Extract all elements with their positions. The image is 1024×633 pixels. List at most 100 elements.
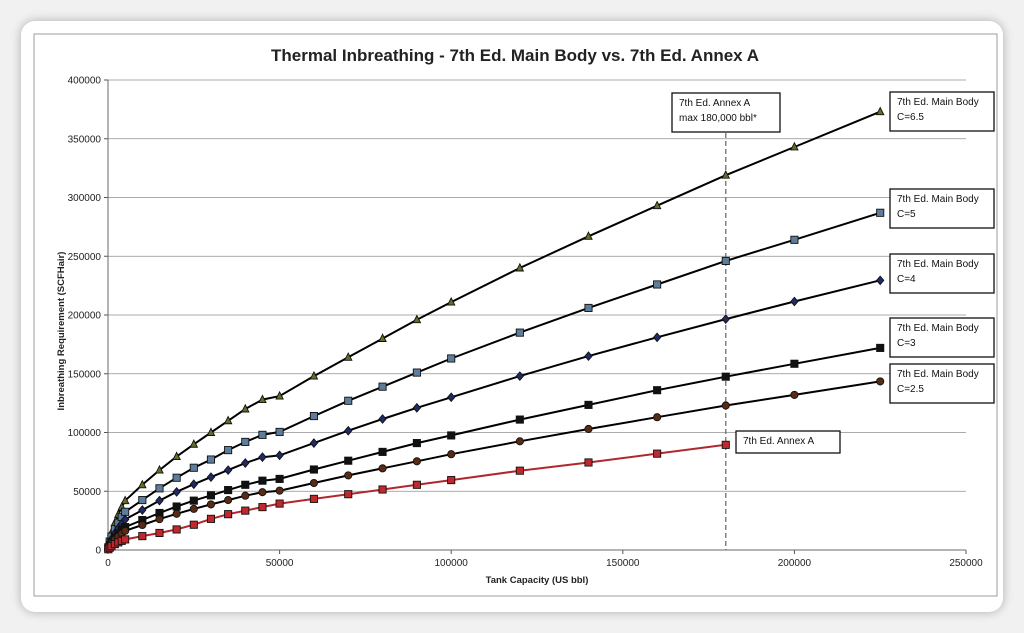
data-point-7th-ed-main-body-c-6-5 bbox=[584, 231, 593, 240]
line-chart: Thermal Inbreathing - 7th Ed. Main Body … bbox=[33, 33, 998, 597]
data-point-7th-ed-main-body-c-5 bbox=[309, 412, 318, 421]
data-point-7th-ed-main-body-c-3 bbox=[447, 431, 456, 440]
data-point-7th-ed-main-body-c-4 bbox=[344, 425, 353, 436]
data-point-7th-ed-main-body-c-6-5 bbox=[206, 427, 216, 436]
data-point-7th-ed-main-body-c-6-5 bbox=[275, 390, 284, 400]
data-point-7th-ed-main-body-c-3 bbox=[584, 400, 593, 409]
data-point-7th-ed-main-body-c-4 bbox=[515, 371, 525, 381]
y-tick-label: 100000 bbox=[68, 428, 102, 439]
x-tick-label: 100000 bbox=[435, 558, 469, 569]
data-point-7th-ed-main-body-c-6-5 bbox=[240, 403, 250, 413]
data-point-7th-ed-main-body-c-2-5 bbox=[378, 464, 387, 473]
data-point-7th-ed-main-body-c-2-5 bbox=[189, 504, 198, 513]
data-point-7th-ed-main-body-c-2-5 bbox=[155, 515, 164, 524]
data-point-7th-ed-main-body-c-4 bbox=[258, 452, 267, 463]
data-point-7th-ed-main-body-c-6-5 bbox=[412, 314, 422, 324]
data-point-7th-ed-main-body-c-4 bbox=[652, 332, 662, 343]
data-point-7th-ed-main-body-c-2-5 bbox=[309, 478, 318, 488]
data-point-7th-ed-main-body-c-4 bbox=[447, 392, 456, 403]
y-tick-label: 350000 bbox=[68, 134, 102, 145]
data-point-7th-ed-annex-a bbox=[258, 503, 267, 512]
data-point-7th-ed-main-body-c-4 bbox=[138, 505, 147, 515]
data-point-7th-ed-main-body-c-2-5 bbox=[224, 496, 233, 505]
data-point-7th-ed-annex-a bbox=[224, 510, 233, 519]
data-point-7th-ed-main-body-c-2-5 bbox=[515, 437, 524, 446]
series-7th-ed-main-body-c-5 bbox=[104, 208, 885, 552]
data-point-7th-ed-main-body-c-5 bbox=[790, 235, 799, 244]
data-point-7th-ed-main-body-c-5 bbox=[447, 354, 456, 363]
data-point-7th-ed-main-body-c-2-5 bbox=[876, 377, 885, 386]
data-point-7th-ed-main-body-c-2-5 bbox=[447, 450, 456, 459]
chart-title: Thermal Inbreathing - 7th Ed. Main Body … bbox=[271, 46, 759, 65]
data-point-7th-ed-annex-a bbox=[584, 458, 593, 467]
data-point-7th-ed-main-body-c-6-5 bbox=[258, 394, 267, 404]
data-point-7th-ed-main-body-c-3 bbox=[378, 447, 387, 456]
series-7th-ed-annex-a bbox=[104, 440, 730, 554]
data-point-7th-ed-main-body-c-3 bbox=[275, 474, 284, 483]
data-point-7th-ed-main-body-c-5 bbox=[121, 507, 130, 516]
data-point-7th-ed-main-body-c-2-5 bbox=[138, 520, 147, 530]
data-point-7th-ed-annex-a bbox=[241, 506, 250, 515]
data-point-7th-ed-main-body-c-3 bbox=[258, 476, 267, 485]
data-point-7th-ed-annex-a bbox=[189, 520, 198, 529]
data-point-7th-ed-main-body-c-4 bbox=[721, 314, 730, 325]
x-tick-label: 250000 bbox=[949, 558, 983, 569]
callout-7th-ed-main-body-c-5-line-2: C=5 bbox=[897, 209, 916, 220]
data-point-7th-ed-main-body-c-3 bbox=[721, 372, 730, 381]
data-point-7th-ed-main-body-c-6-5 bbox=[378, 333, 387, 342]
data-point-7th-ed-annex-a bbox=[206, 514, 216, 523]
data-point-7th-ed-main-body-c-5 bbox=[206, 455, 216, 464]
callout-7th-ed-main-body-c-6-5-box bbox=[889, 91, 995, 132]
callout-7th-ed-main-body-c-4-line-1: 7th Ed. Main Body bbox=[897, 259, 979, 270]
callout-7th-ed-main-body-c-4-box bbox=[889, 253, 995, 294]
data-point-7th-ed-main-body-c-6-5 bbox=[875, 106, 885, 116]
data-point-7th-ed-main-body-c-5 bbox=[241, 437, 250, 446]
data-point-7th-ed-main-body-c-4 bbox=[172, 486, 181, 497]
callout-7th-ed-annex-a-line-1: 7th Ed. Annex A bbox=[743, 436, 814, 447]
callout-7th-ed-main-body-c-2-5: 7th Ed. Main Body C=2.5 bbox=[889, 363, 995, 404]
data-point-7th-ed-main-body-c-4 bbox=[155, 495, 164, 506]
callout-7th-ed-main-body-c-2-5-box bbox=[889, 363, 995, 404]
data-point-7th-ed-main-body-c-2-5 bbox=[241, 491, 250, 500]
callout-reference-line-line-2: max 180,000 bbl* bbox=[679, 113, 757, 124]
data-point-7th-ed-annex-a bbox=[275, 499, 284, 508]
series-group bbox=[104, 106, 885, 554]
data-point-7th-ed-main-body-c-5 bbox=[275, 427, 284, 436]
data-point-7th-ed-main-body-c-2-5 bbox=[275, 486, 284, 495]
data-point-7th-ed-main-body-c-3 bbox=[515, 415, 524, 424]
callout-group: 7th Ed. Main Body C=6.5 7th Ed. Main Body C… bbox=[671, 91, 995, 454]
data-point-7th-ed-annex-a bbox=[155, 528, 164, 538]
x-tick-label: 0 bbox=[105, 558, 111, 569]
data-point-7th-ed-main-body-c-2-5 bbox=[721, 401, 730, 410]
data-point-7th-ed-main-body-c-3 bbox=[876, 343, 885, 352]
data-point-7th-ed-main-body-c-4 bbox=[309, 438, 319, 448]
y-tick-label: 250000 bbox=[68, 252, 102, 263]
data-point-7th-ed-main-body-c-3 bbox=[790, 359, 799, 368]
callout-7th-ed-main-body-c-3: 7th Ed. Main Body C=3 bbox=[889, 317, 995, 358]
data-point-7th-ed-main-body-c-6-5 bbox=[137, 479, 147, 489]
data-point-7th-ed-main-body-c-5 bbox=[155, 484, 164, 493]
axes: 0 50000 100000 150000 200000 250000 300000 3500… bbox=[68, 76, 983, 570]
x-axis-label: Tank Capacity (US bbl) bbox=[486, 575, 589, 586]
callout-7th-ed-annex-a-box bbox=[735, 430, 841, 454]
data-point-7th-ed-main-body-c-5 bbox=[653, 280, 662, 289]
callout-7th-ed-main-body-c-2-5-line-1: 7th Ed. Main Body bbox=[897, 369, 979, 380]
data-point-7th-ed-annex-a bbox=[515, 466, 524, 475]
data-point-7th-ed-main-body-c-6-5 bbox=[652, 200, 662, 210]
data-point-7th-ed-annex-a bbox=[172, 525, 181, 534]
callout-7th-ed-main-body-c-5: 7th Ed. Main Body C=5 bbox=[889, 188, 995, 229]
y-tick-label: 400000 bbox=[68, 76, 102, 87]
callout-reference-line-box bbox=[671, 92, 781, 133]
callout-7th-ed-main-body-c-3-box bbox=[889, 317, 995, 358]
callout-7th-ed-main-body-c-6-5-line-1: 7th Ed. Main Body bbox=[897, 97, 979, 108]
data-point-7th-ed-main-body-c-3 bbox=[206, 491, 216, 500]
data-point-7th-ed-annex-a bbox=[378, 485, 387, 494]
data-point-7th-ed-main-body-c-3 bbox=[172, 502, 181, 511]
data-point-7th-ed-main-body-c-4 bbox=[189, 479, 198, 490]
data-point-7th-ed-main-body-c-3 bbox=[653, 386, 662, 395]
data-point-7th-ed-main-body-c-2-5 bbox=[412, 457, 421, 466]
data-point-7th-ed-main-body-c-6-5 bbox=[172, 451, 181, 461]
data-point-7th-ed-main-body-c-4 bbox=[790, 296, 799, 307]
callout-7th-ed-main-body-c-6-5-line-2: C=6.5 bbox=[897, 112, 924, 123]
data-point-7th-ed-main-body-c-4 bbox=[223, 465, 233, 475]
